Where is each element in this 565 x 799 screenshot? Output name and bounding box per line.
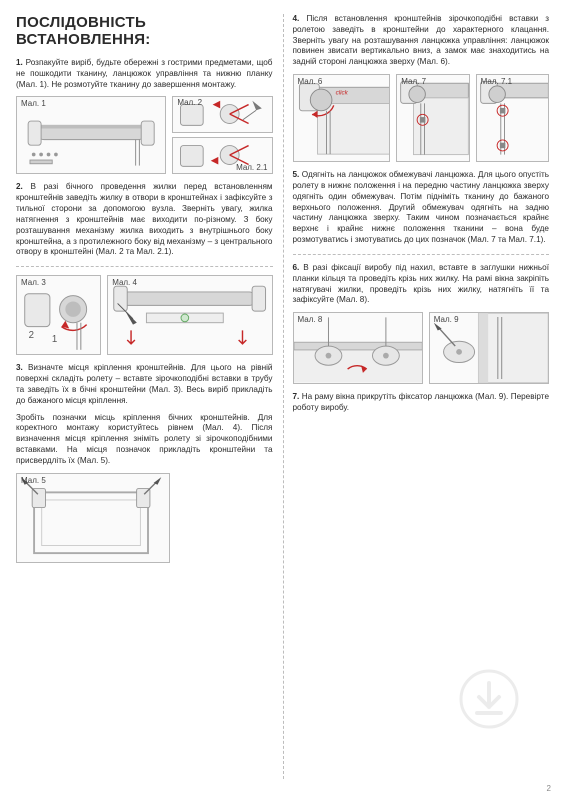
figure-1: Мал. 1 — [16, 96, 166, 174]
step-3: 3. Визначте місця кріплення кронштейнів.… — [16, 363, 273, 406]
step-2: 2. В разі бічного проведення жилки перед… — [16, 182, 273, 258]
figure-2: Мал. 2 — [172, 96, 272, 133]
figure-6-label: Мал. 6 — [298, 77, 323, 86]
figure-5: Мал. 5 — [16, 473, 170, 563]
svg-text:click: click — [335, 90, 348, 97]
figure-7-label: Мал. 7 — [401, 77, 426, 86]
step-4: 4. Після встановлення кронштейнів зірочк… — [293, 14, 550, 68]
figure-9: Мал. 9 — [429, 312, 549, 384]
figure-3-label: Мал. 3 — [21, 278, 46, 287]
figure-5-label: Мал. 5 — [21, 476, 46, 485]
step-6: 6. В разі фіксації виробу під нахил, вст… — [293, 263, 550, 306]
figure-4-label: Мал. 4 — [112, 278, 137, 287]
figure-6: click Мал. 6 — [293, 74, 391, 162]
figure-1-label: Мал. 1 — [21, 99, 46, 108]
page-number: 2 — [547, 784, 551, 793]
watermark-icon — [459, 669, 519, 729]
figure-8-label: Мал. 8 — [298, 315, 323, 324]
figure-8: Мал. 8 — [293, 312, 423, 384]
figure-7-1: Мал. 7.1 — [476, 74, 549, 162]
step-7: 7. На раму вікна прикрутіть фіксатор лан… — [293, 392, 550, 414]
figure-2-1-label: Мал. 2.1 — [236, 163, 267, 172]
figure-2-label: Мал. 2 — [177, 98, 202, 107]
page-title: ПОСЛІДОВНІСТЬ ВСТАНОВЛЕННЯ: — [16, 14, 273, 48]
svg-text:1: 1 — [52, 334, 57, 345]
step-5: 5. Одягніть на ланцюжок обмежувачі ланцю… — [293, 170, 550, 246]
figure-9-label: Мал. 9 — [434, 315, 459, 324]
figure-7-1-label: Мал. 7.1 — [481, 77, 512, 86]
figure-4: Мал. 4 — [107, 275, 272, 355]
svg-text:2: 2 — [29, 330, 34, 341]
step-3b: Зробіть позначки місць кріплення бічних … — [16, 413, 273, 467]
figure-2-1: Мал. 2.1 — [172, 137, 272, 174]
figure-3: 1 2 Мал. 3 — [16, 275, 101, 355]
figure-7: Мал. 7 — [396, 74, 469, 162]
step-1: 1. Розпакуйте виріб, будьте обережні з г… — [16, 58, 273, 90]
